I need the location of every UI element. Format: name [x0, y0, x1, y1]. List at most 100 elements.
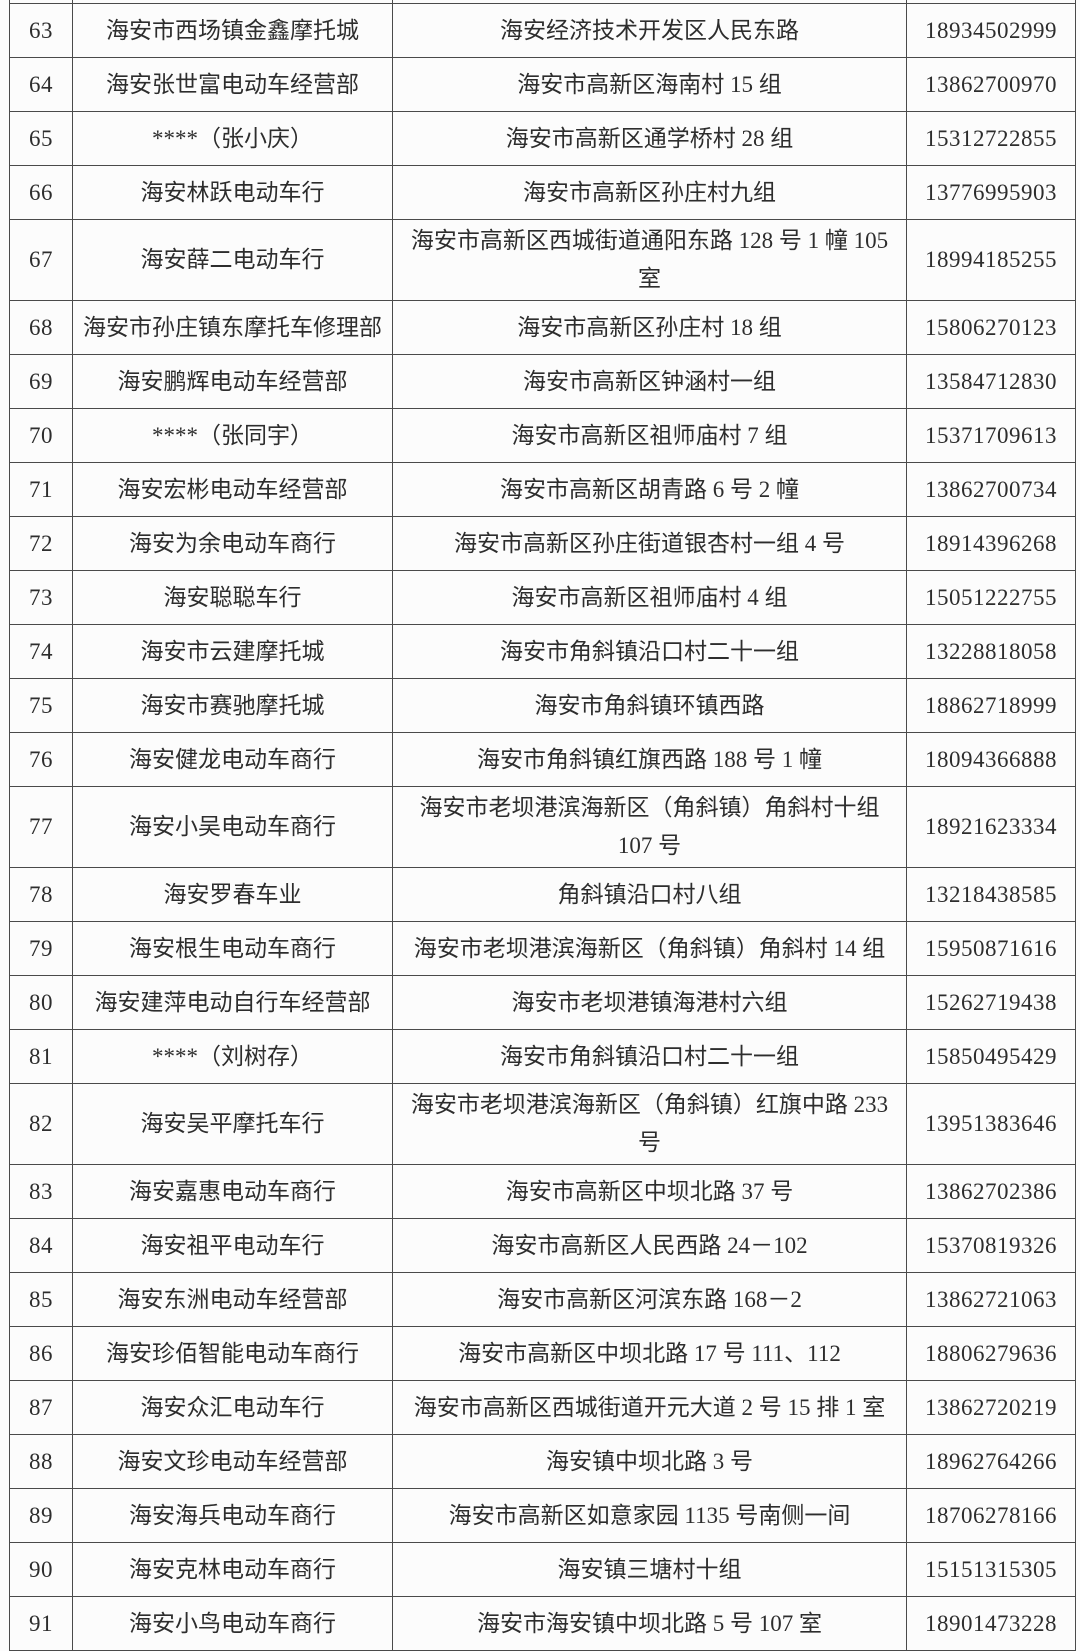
table-row: 91 海安小鸟电动车商行 海安市海安镇中坝北路 5 号 107 室 189014…	[9, 1596, 1076, 1651]
shop-address-cell: 海安市高新区西城街道通阳东路 128 号 1 幢 105 室	[392, 219, 907, 301]
shop-phone-cell: 18994185255	[906, 219, 1076, 301]
shop-phone-cell: 18901473228	[906, 1596, 1076, 1651]
shop-phone-cell: 18921623334	[906, 786, 1076, 868]
shop-address-cell: 海安市高新区孙庄街道银杏村一组 4 号	[392, 516, 907, 571]
shop-name-cell: 海安薛二电动车行	[72, 219, 393, 301]
shop-name-cell: 海安市云建摩托城	[72, 624, 393, 679]
table-row: 68 海安市孙庄镇东摩托车修理部 海安市高新区孙庄村 18 组 15806270…	[9, 300, 1076, 355]
row-number-cell: 80	[9, 975, 73, 1030]
row-number-cell: 72	[9, 516, 73, 571]
shop-address-cell: 海安市老坝港滨海新区（角斜镇）角斜村 14 组	[392, 921, 907, 976]
row-number-cell: 70	[9, 408, 73, 463]
row-number-cell: 78	[9, 867, 73, 922]
shop-phone-cell: 13862702386	[906, 1164, 1076, 1219]
row-number-cell: 75	[9, 678, 73, 733]
table-row: 84 海安祖平电动车行 海安市高新区人民西路 24－102 1537081932…	[9, 1218, 1076, 1273]
table-body: 63 海安市西场镇金鑫摩托城 海安经济技术开发区人民东路 18934502999…	[9, 0, 1076, 1651]
shop-name-cell: 海安建萍电动自行车经营部	[72, 975, 393, 1030]
shop-phone-cell: 15850495429	[906, 1029, 1076, 1084]
row-number-cell: 69	[9, 354, 73, 409]
shop-name-cell: 海安文珍电动车经营部	[72, 1434, 393, 1489]
shop-phone-cell: 15806270123	[906, 300, 1076, 355]
shop-address-cell: 海安镇中坝北路 3 号	[392, 1434, 907, 1489]
shop-address-cell: 海安市高新区通学桥村 28 组	[392, 111, 907, 166]
shop-name-cell: 海安宏彬电动车经营部	[72, 462, 393, 517]
row-number-cell: 86	[9, 1326, 73, 1381]
row-number-cell: 85	[9, 1272, 73, 1327]
table-row: 66 海安林跃电动车行 海安市高新区孙庄村九组 13776995903	[9, 165, 1076, 220]
shop-name-cell: 海安东洲电动车经营部	[72, 1272, 393, 1327]
shop-name-cell: 海安健龙电动车商行	[72, 732, 393, 787]
shop-address-cell: 海安市高新区胡青路 6 号 2 幢	[392, 462, 907, 517]
table-row: 63 海安市西场镇金鑫摩托城 海安经济技术开发区人民东路 18934502999	[9, 3, 1076, 58]
shop-address-cell: 海安市角斜镇环镇西路	[392, 678, 907, 733]
shop-address-cell: 海安市高新区西城街道开元大道 2 号 15 排 1 室	[392, 1380, 907, 1435]
table-row: 85 海安东洲电动车经营部 海安市高新区河滨东路 168－2 138627210…	[9, 1272, 1076, 1327]
row-number-cell: 90	[9, 1542, 73, 1597]
shop-name-cell: 海安吴平摩托车行	[72, 1083, 393, 1165]
row-number-cell: 89	[9, 1488, 73, 1543]
shop-name-cell: 海安聪聪车行	[72, 570, 393, 625]
table-row: 65 ****（张小庆） 海安市高新区通学桥村 28 组 15312722855	[9, 111, 1076, 166]
shop-address-cell: 海安市高新区祖师庙村 4 组	[392, 570, 907, 625]
shop-name-cell: 海安鹏辉电动车经营部	[72, 354, 393, 409]
shop-address-cell: 海安市高新区海南村 15 组	[392, 57, 907, 112]
shop-address-cell: 海安市高新区孙庄村九组	[392, 165, 907, 220]
shop-address-cell: 海安市高新区人民西路 24－102	[392, 1218, 907, 1273]
table-row: 81 ****（刘树存） 海安市角斜镇沿口村二十一组 15850495429	[9, 1029, 1076, 1084]
shop-name-cell: 海安根生电动车商行	[72, 921, 393, 976]
row-number-cell: 63	[9, 3, 73, 58]
shop-phone-cell: 13776995903	[906, 165, 1076, 220]
shop-name-cell: 海安林跃电动车行	[72, 165, 393, 220]
row-number-cell: 67	[9, 219, 73, 301]
shop-address-cell: 海安市高新区河滨东路 168－2	[392, 1272, 907, 1327]
table-row: 70 ****（张同宇） 海安市高新区祖师庙村 7 组 15371709613	[9, 408, 1076, 463]
shop-name-cell: 海安众汇电动车行	[72, 1380, 393, 1435]
shop-phone-cell: 13862721063	[906, 1272, 1076, 1327]
table-row: 88 海安文珍电动车经营部 海安镇中坝北路 3 号 18962764266	[9, 1434, 1076, 1489]
row-number-cell: 68	[9, 300, 73, 355]
shop-phone-cell: 18862718999	[906, 678, 1076, 733]
row-number-cell: 87	[9, 1380, 73, 1435]
shop-address-cell: 海安市高新区中坝北路 17 号 111、112	[392, 1326, 907, 1381]
row-number-cell: 74	[9, 624, 73, 679]
table-row: 64 海安张世富电动车经营部 海安市高新区海南村 15 组 1386270097…	[9, 57, 1076, 112]
shop-name-cell: 海安小吴电动车商行	[72, 786, 393, 868]
shop-address-cell: 海安市老坝港滨海新区（角斜镇）红旗中路 233 号	[392, 1083, 907, 1165]
shop-name-cell: 海安嘉惠电动车商行	[72, 1164, 393, 1219]
shop-phone-cell: 15312722855	[906, 111, 1076, 166]
table-row: 67 海安薛二电动车行 海安市高新区西城街道通阳东路 128 号 1 幢 105…	[9, 219, 1076, 301]
row-number-cell: 79	[9, 921, 73, 976]
shop-address-cell: 海安经济技术开发区人民东路	[392, 3, 907, 58]
shop-address-cell: 海安市角斜镇沿口村二十一组	[392, 1029, 907, 1084]
shop-address-cell: 海安市老坝港镇海港村六组	[392, 975, 907, 1030]
shop-phone-cell: 13228818058	[906, 624, 1076, 679]
row-number-cell: 73	[9, 570, 73, 625]
shop-name-cell: 海安市赛驰摩托城	[72, 678, 393, 733]
shop-name-cell: ****（刘树存）	[72, 1029, 393, 1084]
shop-name-cell: 海安祖平电动车行	[72, 1218, 393, 1273]
shop-phone-cell: 18934502999	[906, 3, 1076, 58]
shops-table: 63 海安市西场镇金鑫摩托城 海安经济技术开发区人民东路 18934502999…	[9, 0, 1076, 1651]
shop-name-cell: 海安为余电动车商行	[72, 516, 393, 571]
table-row: 71 海安宏彬电动车经营部 海安市高新区胡青路 6 号 2 幢 13862700…	[9, 462, 1076, 517]
row-number-cell: 81	[9, 1029, 73, 1084]
row-number-cell: 84	[9, 1218, 73, 1273]
row-number-cell: 66	[9, 165, 73, 220]
shop-address-cell: 海安市高新区孙庄村 18 组	[392, 300, 907, 355]
table-row: 83 海安嘉惠电动车商行 海安市高新区中坝北路 37 号 13862702386	[9, 1164, 1076, 1219]
row-number-cell: 83	[9, 1164, 73, 1219]
shop-phone-cell: 18914396268	[906, 516, 1076, 571]
shop-phone-cell: 18962764266	[906, 1434, 1076, 1489]
shop-name-cell: 海安罗春车业	[72, 867, 393, 922]
shop-name-cell: ****（张同宇）	[72, 408, 393, 463]
row-number-cell: 65	[9, 111, 73, 166]
shop-phone-cell: 18706278166	[906, 1488, 1076, 1543]
shop-phone-cell: 13951383646	[906, 1083, 1076, 1165]
shop-name-cell: 海安珍佰智能电动车商行	[72, 1326, 393, 1381]
table-row: 78 海安罗春车业 角斜镇沿口村八组 13218438585	[9, 867, 1076, 922]
row-number-cell: 91	[9, 1596, 73, 1651]
shop-name-cell: 海安市孙庄镇东摩托车修理部	[72, 300, 393, 355]
shop-address-cell: 海安市高新区祖师庙村 7 组	[392, 408, 907, 463]
shop-address-cell: 海安市高新区如意家园 1135 号南侧一间	[392, 1488, 907, 1543]
